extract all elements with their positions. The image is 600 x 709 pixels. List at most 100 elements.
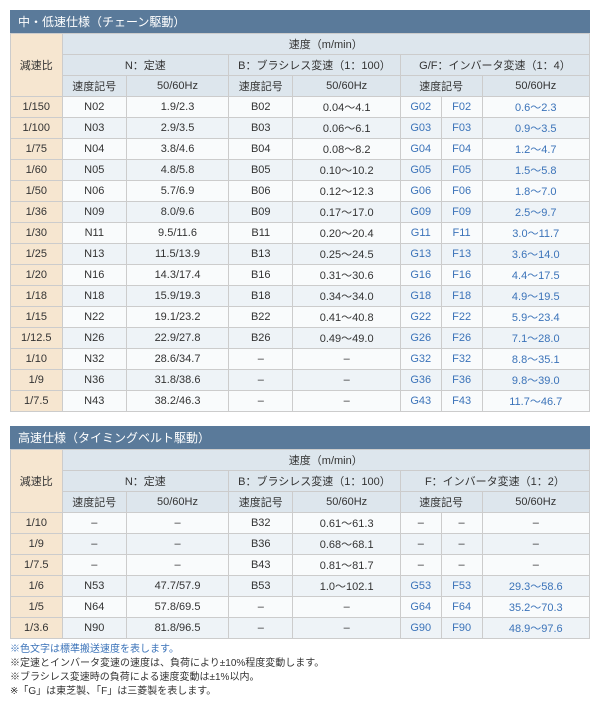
table-row: 1/9––B360.68～68.1––– xyxy=(11,534,590,555)
cell: 47.7/57.9 xyxy=(126,576,228,597)
cell: G53 xyxy=(400,576,441,597)
ratio-header: 減速比 xyxy=(11,34,63,97)
group2-f: F：インバータ変速（1：2） xyxy=(400,471,589,492)
table-row: 1/20N1614.3/17.4B160.31～30.6G16F164.4～17… xyxy=(11,265,590,286)
table-row: 1/12.5N2622.9/27.8B260.49～49.0G26F267.1～… xyxy=(11,328,590,349)
cell: G05 xyxy=(400,160,441,181)
sub-n-hz: 50/60Hz xyxy=(126,76,228,97)
cell: F05 xyxy=(441,160,482,181)
cell: 0.81～81.7 xyxy=(293,555,400,576)
cell: G06 xyxy=(400,181,441,202)
cell: B03 xyxy=(229,118,293,139)
cell: 5.7/6.9 xyxy=(126,181,228,202)
table-row: 1/7.5N4338.2/46.3––G43F4311.7～46.7 xyxy=(11,391,590,412)
cell: 1/10 xyxy=(11,513,63,534)
cell: N36 xyxy=(62,370,126,391)
cell: G11 xyxy=(400,223,441,244)
cell: F06 xyxy=(441,181,482,202)
cell: 29.3～58.6 xyxy=(482,576,590,597)
cell: F43 xyxy=(441,391,482,412)
cell: 1/36 xyxy=(11,202,63,223)
cell: 9.8～39.0 xyxy=(482,370,590,391)
section1: 中・低速仕様（チェーン駆動） 減速比 速度（m/min） N：定速 B：ブラシレ… xyxy=(10,10,590,412)
sub-b-code: 速度記号 xyxy=(229,76,293,97)
cell: N02 xyxy=(62,97,126,118)
cell: 4.9～19.5 xyxy=(482,286,590,307)
cell: 0.6～2.3 xyxy=(482,97,590,118)
cell: N43 xyxy=(62,391,126,412)
table-row: 1/15N2219.1/23.2B220.41～40.8G22F225.9～23… xyxy=(11,307,590,328)
cell: 0.49～49.0 xyxy=(293,328,400,349)
cell: – xyxy=(293,370,400,391)
speed-header: 速度（m/min） xyxy=(62,34,589,55)
cell: 1/100 xyxy=(11,118,63,139)
cell: 0.61～61.3 xyxy=(293,513,400,534)
cell: 0.20～20.4 xyxy=(293,223,400,244)
cell: 1/15 xyxy=(11,307,63,328)
cell: G16 xyxy=(400,265,441,286)
sub-gf-code: 速度記号 xyxy=(400,76,482,97)
cell: – xyxy=(293,618,400,639)
cell: 0.68～68.1 xyxy=(293,534,400,555)
cell: G18 xyxy=(400,286,441,307)
cell: B43 xyxy=(229,555,293,576)
sub-b-hz: 50/60Hz xyxy=(293,76,400,97)
cell: – xyxy=(126,555,228,576)
cell: B36 xyxy=(229,534,293,555)
cell: G22 xyxy=(400,307,441,328)
table-row: 1/6N5347.7/57.9B531.0～102.1G53F5329.3～58… xyxy=(11,576,590,597)
cell: N04 xyxy=(62,139,126,160)
cell: 48.9～97.6 xyxy=(482,618,590,639)
cell: N90 xyxy=(62,618,126,639)
cell: 4.8/5.8 xyxy=(126,160,228,181)
cell: 1/20 xyxy=(11,265,63,286)
cell: N32 xyxy=(62,349,126,370)
table-row: 1/25N1311.5/13.9B130.25～24.5G13F133.6～14… xyxy=(11,244,590,265)
cell: G43 xyxy=(400,391,441,412)
cell: 1/25 xyxy=(11,244,63,265)
cell: F18 xyxy=(441,286,482,307)
table-row: 1/18N1815.9/19.3B180.34～34.0G18F184.9～19… xyxy=(11,286,590,307)
cell: F04 xyxy=(441,139,482,160)
section1-title: 中・低速仕様（チェーン駆動） xyxy=(10,10,590,33)
cell: 1.0～102.1 xyxy=(293,576,400,597)
sub2-f-hz: 50/60Hz xyxy=(482,492,590,513)
cell: 1/30 xyxy=(11,223,63,244)
cell: 8.0/9.6 xyxy=(126,202,228,223)
cell: 2.9/3.5 xyxy=(126,118,228,139)
cell: – xyxy=(126,513,228,534)
group2-b: B：ブラシレス変速（1：100） xyxy=(229,471,401,492)
cell: 0.41～40.8 xyxy=(293,307,400,328)
cell: B22 xyxy=(229,307,293,328)
cell: B53 xyxy=(229,576,293,597)
cell: – xyxy=(62,534,126,555)
cell: 0.17～17.0 xyxy=(293,202,400,223)
cell: N13 xyxy=(62,244,126,265)
cell: 11.5/13.9 xyxy=(126,244,228,265)
cell: 0.12～12.3 xyxy=(293,181,400,202)
cell: – xyxy=(441,513,482,534)
cell: 0.06～6.1 xyxy=(293,118,400,139)
cell: 0.31～30.6 xyxy=(293,265,400,286)
cell: – xyxy=(293,349,400,370)
note-2: ※定速とインバータ変速の速度は、負荷により±10%程度変動します。 xyxy=(10,657,590,671)
cell: G09 xyxy=(400,202,441,223)
cell: – xyxy=(400,555,441,576)
table-row: 1/100N032.9/3.5B030.06～6.1G03F030.9～3.5 xyxy=(11,118,590,139)
cell: 9.5/11.6 xyxy=(126,223,228,244)
cell: 1/6 xyxy=(11,576,63,597)
cell: B04 xyxy=(229,139,293,160)
note-3: ※ブラシレス変速時の負荷による速度変動は±1%以内。 xyxy=(10,671,590,685)
table2: 減速比 速度（m/min） N：定速 B：ブラシレス変速（1：100） F：イン… xyxy=(10,449,590,639)
cell: 31.8/38.6 xyxy=(126,370,228,391)
cell: F53 xyxy=(441,576,482,597)
notes: ※色文字は標準搬送速度を表します。 ※定速とインバータ変速の速度は、負荷により±… xyxy=(10,643,590,699)
note-1: ※色文字は標準搬送速度を表します。 xyxy=(10,643,590,657)
cell: 1/3.6 xyxy=(11,618,63,639)
cell: 1/9 xyxy=(11,370,63,391)
table-row: 1/30N119.5/11.6B110.20～20.4G11F113.0～11.… xyxy=(11,223,590,244)
cell: – xyxy=(441,555,482,576)
cell: G03 xyxy=(400,118,441,139)
cell: 11.7～46.7 xyxy=(482,391,590,412)
cell: F09 xyxy=(441,202,482,223)
